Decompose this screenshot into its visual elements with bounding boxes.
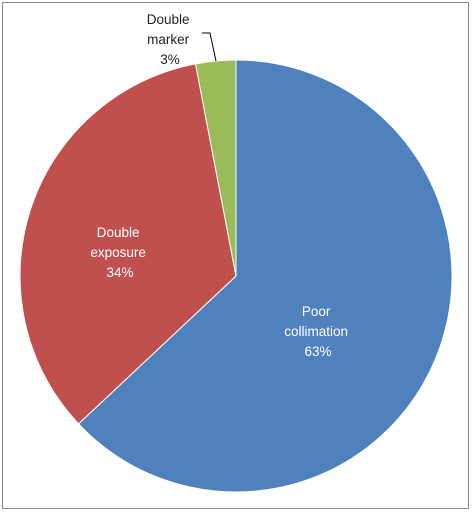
slice-label-double-exposure: Double exposure 34% xyxy=(90,225,149,280)
pie-slices xyxy=(19,59,453,493)
slice-poor-collimation xyxy=(77,59,453,493)
slice-label-poor-collimation: Poor collimation 63% xyxy=(284,304,352,359)
leader-line-double-marker xyxy=(202,32,217,62)
slice-label-double-marker: Double marker 3% xyxy=(147,12,194,67)
slice-double-exposure xyxy=(19,63,237,425)
